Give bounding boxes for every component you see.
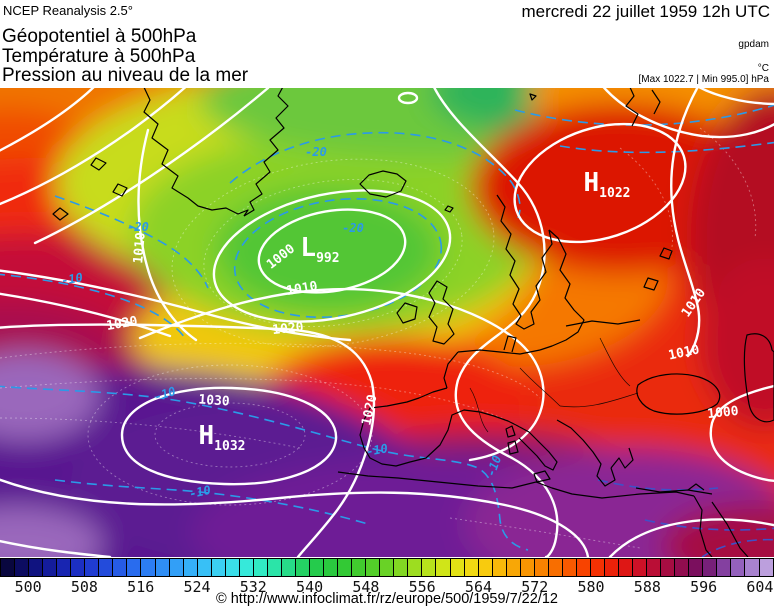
colorbar-cell	[492, 559, 507, 576]
colorbar-cell	[731, 559, 746, 576]
colorbar-cell	[661, 559, 676, 576]
colorbar-cell	[85, 559, 100, 576]
colorbar-cell	[127, 559, 142, 576]
datetime-label: mercredi 22 juillet 1959 12h UTC	[521, 2, 770, 21]
colorbar-tick-540: 540	[296, 578, 324, 596]
colorbar-cell	[57, 559, 72, 576]
colorbar-tick-532: 532	[239, 578, 267, 596]
colorbar-cell	[71, 559, 86, 576]
colorbar-cell	[534, 559, 549, 576]
colorbar-cell	[689, 559, 704, 576]
colorbar-cell	[506, 559, 521, 576]
geopotential-colorbar	[0, 558, 774, 577]
colorbar-cell	[408, 559, 423, 576]
isotherm-contours	[0, 104, 774, 557]
colorbar-tick-588: 588	[633, 578, 661, 596]
isobar-label-1030: 1030	[197, 392, 231, 410]
colorbar-cell	[380, 559, 395, 576]
colorbar-cell	[759, 559, 774, 576]
title-temperature: Température à 500hPa	[2, 45, 196, 67]
map-canvas	[0, 88, 774, 557]
isotherm-label--20: -20	[342, 221, 364, 235]
colorbar-cell	[478, 559, 493, 576]
colorbar-cell	[310, 559, 325, 576]
geopotential-unit-label: gpdam	[738, 39, 769, 50]
colorbar-cell	[352, 559, 367, 576]
colorbar-cell	[619, 559, 634, 576]
colorbar-tick-556: 556	[408, 578, 436, 596]
colorbar-cell	[169, 559, 184, 576]
colorbar-tick-508: 508	[70, 578, 98, 596]
colorbar-cell	[576, 559, 591, 576]
colorbar-cell	[253, 559, 268, 576]
title-geopotential: Géopotentiel à 500hPa	[2, 26, 197, 47]
temperature-unit-label: °C	[757, 63, 769, 74]
colorbar-cell	[0, 559, 16, 576]
colorbar-tick-524: 524	[183, 578, 211, 596]
isotherm-label--20: -20	[305, 145, 327, 159]
source-label: NCEP Reanalysis 2.5°	[3, 3, 133, 18]
colorbar-cell	[211, 559, 226, 576]
colorbar-cell	[590, 559, 606, 576]
colorbar-cell	[43, 559, 58, 576]
colorbar-cell	[295, 559, 311, 576]
pressure-center-L-992: L992	[300, 233, 340, 266]
colorbar-tick-596: 596	[690, 578, 718, 596]
colorbar-cell	[15, 559, 30, 576]
colorbar-cell	[422, 559, 437, 576]
intermediate-contours	[0, 127, 757, 549]
colorbar-tick-580: 580	[577, 578, 605, 596]
colorbar-cell	[520, 559, 535, 576]
colorbar-tick-labels: 500 508 516 524 532 540 548 556 564 572 580 588 596 6…	[0, 578, 774, 596]
colorbar-cell	[239, 559, 254, 576]
colorbar-cell	[450, 559, 465, 576]
colorbar-cell	[745, 559, 760, 576]
colorbar-cell	[394, 559, 409, 576]
colorbar-cell	[183, 559, 198, 576]
isobar-contours	[0, 88, 774, 557]
colorbar-cell	[717, 559, 732, 576]
colorbar-cell	[703, 559, 718, 576]
colorbar-cell	[99, 559, 114, 576]
colorbar-tick-500: 500	[14, 578, 42, 596]
pressure-center-H-1022: H1022	[583, 168, 631, 201]
colorbar-cell	[647, 559, 662, 576]
colorbar-cell	[366, 559, 381, 576]
colorbar-tick-604: 604	[746, 578, 774, 596]
colorbar-cell	[197, 559, 212, 576]
credit-url: © http://www.infoclimat.fr/rz/europe/500…	[216, 591, 558, 607]
colorbar-cell	[155, 559, 170, 576]
colorbar-tick-564: 564	[464, 578, 493, 596]
colorbar-cell	[562, 559, 577, 576]
colorbar-cell	[338, 559, 353, 576]
map-titles: Géopotentiel à 500hPa Température à 500h…	[2, 27, 248, 86]
colorbar-cell	[281, 559, 296, 576]
pressure-center-H-1032: H1032	[198, 421, 246, 454]
colorbar-tick-548: 548	[352, 578, 380, 596]
pressure-range-label: [Max 1022.7 | Min 995.0] hPa	[638, 74, 769, 85]
colorbar-cell	[141, 559, 156, 576]
colorbar-cell	[633, 559, 648, 576]
title-pressure: Pression au niveau de la mer	[2, 65, 249, 86]
isobar-label-1010: 1010	[131, 231, 149, 265]
colorbar-cell	[548, 559, 563, 576]
coastlines	[52, 88, 774, 557]
colorbar-cell	[113, 559, 128, 576]
colorbar-cell	[675, 559, 690, 576]
colorbar-tick-572: 572	[521, 578, 549, 596]
colorbar-cell	[436, 559, 451, 576]
colorbar-cell	[324, 559, 339, 576]
colorbar-cell	[605, 559, 620, 576]
isotherm-label--20: -20	[127, 220, 149, 234]
colorbar-cell	[267, 559, 282, 576]
synoptic-map: H1022 L992 H1032 1010 1020 1020 1010 1000 1030 10…	[0, 88, 774, 557]
colorbar-tick-516: 516	[127, 578, 155, 596]
colorbar-cell	[225, 559, 240, 576]
colorbar-cell	[464, 559, 479, 576]
colorbar-cell	[29, 559, 44, 576]
